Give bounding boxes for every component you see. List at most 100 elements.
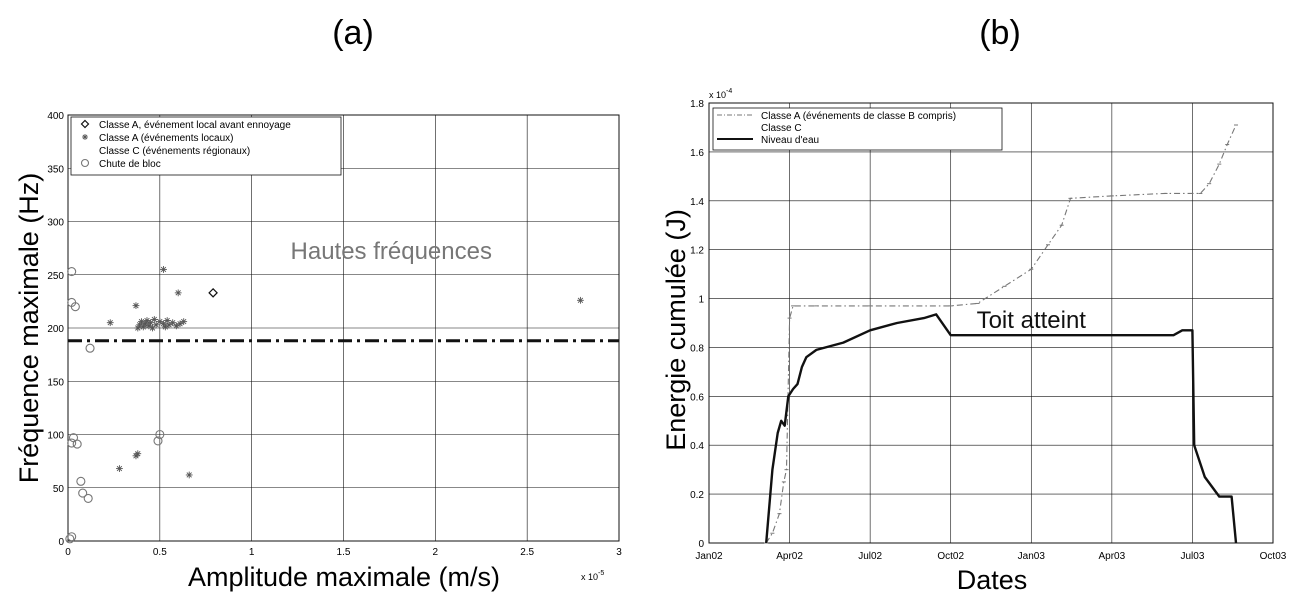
x-tick-label: Jan02 [695, 551, 723, 562]
data-point-star [165, 321, 173, 329]
panel-b-x-axis-label: Dates [957, 565, 1028, 595]
data-point-circle [83, 493, 93, 503]
x-tick-label: Oct03 [1260, 551, 1287, 562]
data-point-star [174, 289, 182, 297]
panel-b-legend: Classe A (événements de classe B compris… [712, 107, 1003, 151]
x-tick-label: Apr02 [776, 551, 803, 562]
data-point-star [160, 266, 167, 273]
legend-marker-star [82, 134, 88, 140]
data-point-star [185, 471, 193, 479]
panel-b-grid [708, 102, 1274, 544]
data-point-circle [65, 534, 75, 544]
y-tick-label: 150 [47, 377, 64, 388]
data-point-star [161, 323, 169, 331]
data-point-star [147, 319, 155, 327]
data-point-circle [153, 436, 163, 446]
legend-entry: Classe A, événement local avant ennoyage [99, 120, 291, 131]
x-tick-label: Jan03 [1018, 551, 1046, 562]
data-point-star [176, 320, 184, 328]
data-point-star [134, 450, 142, 458]
annotation-toit-atteint: Toit atteint [977, 307, 1087, 334]
legend-box [70, 116, 342, 176]
y-tick-label: 1.8 [690, 99, 704, 110]
panel-a-label: (a) [332, 14, 374, 52]
x-tick-label: Jul02 [858, 551, 882, 562]
panel-a-legend: Classe A, événement local avant ennoyage… [70, 116, 342, 176]
panel-a-x-axis-label: Amplitude maximale (m/s) [188, 562, 500, 592]
panel-a-grid [67, 114, 620, 542]
x-tick-label: 2.5 [520, 547, 534, 558]
y-tick-label: 1.6 [690, 148, 704, 159]
panel-a-y-axis-label: Fréquence maximale (Hz) [14, 173, 44, 484]
legend-box [712, 107, 1003, 151]
data-point-circle [78, 488, 88, 498]
x-tick-label: 0.5 [153, 547, 167, 558]
data-point-circle [67, 267, 77, 277]
y-tick-label: 1.4 [690, 197, 704, 208]
panel-a: (a) 0 0.5 1 1.5 2 2.5 3 0 50 100 150 200 250 300 350 40… [14, 14, 622, 592]
x-tick-label: Jul03 [1180, 551, 1204, 562]
x-tick-label: 1.5 [337, 547, 351, 558]
data-point-circle [67, 438, 77, 448]
legend-entry: Classe C [761, 123, 802, 134]
panel-a-points [65, 266, 584, 544]
legend-marker-circle [80, 158, 90, 168]
x-tick-label: 1 [249, 547, 255, 558]
y-tick-label: 0.6 [690, 392, 704, 403]
panel-b-ticks: Jan02 Apr02 Jul02 Oct02 Jan03 Apr03 Jul03 Oct03… [690, 99, 1287, 562]
data-point-star [116, 465, 123, 472]
legend-entry: Classe C (événements régionaux) [99, 146, 250, 157]
x-tick-label: Oct02 [937, 551, 964, 562]
data-point-circle [72, 439, 82, 449]
y-tick-label: 250 [47, 271, 64, 282]
y-tick-label: 50 [53, 484, 65, 495]
y-tick-label: 300 [47, 218, 64, 229]
y-tick-label: 0.2 [690, 490, 704, 501]
legend-entry: Niveau d'eau [761, 135, 819, 146]
panel-b: (b) Jan02 Apr02 Jul02 Oct02 Jan03 Apr03 Jul03 O… [661, 14, 1287, 595]
panel-b-plot-area [708, 102, 1274, 544]
y-tick-label: 0.8 [690, 343, 704, 354]
data-point-circle [67, 532, 77, 542]
legend-entry: Classe A (événements locaux) [99, 133, 234, 144]
data-point-star [156, 318, 164, 326]
data-point-star [180, 318, 188, 326]
data-point-star [577, 296, 584, 304]
data-point-star [172, 322, 180, 330]
y-tick-label: 0 [698, 539, 704, 550]
data-point-star [138, 318, 145, 326]
data-point-circle [70, 302, 80, 312]
x-tick-label: 3 [616, 547, 622, 558]
data-point-star [132, 302, 140, 310]
panel-a-ticks: 0 0.5 1 1.5 2 2.5 3 0 50 100 150 200 250 300 350 400 [47, 111, 622, 558]
panel-b-y-multiplier: x 10-4 [709, 88, 732, 100]
data-point-star [150, 316, 158, 323]
legend-entry: Chute de bloc [99, 159, 161, 170]
panel-a-x-multiplier: x 10-5 [581, 570, 604, 582]
legend-marker-diamond [80, 119, 90, 129]
y-tick-label: 0.4 [690, 441, 704, 452]
series-line-2 [765, 313, 1238, 544]
data-point-star [106, 319, 114, 327]
legend-entry: Classe A (événements de classe B compris… [761, 111, 956, 122]
series-line-0 [765, 124, 1237, 544]
y-tick-label: 1.2 [690, 246, 704, 257]
x-tick-label: Apr03 [1099, 551, 1126, 562]
data-point-circle [155, 429, 165, 440]
y-tick-label: 400 [47, 111, 64, 122]
y-tick-label: 350 [47, 164, 64, 175]
data-point-diamond [208, 288, 218, 298]
panel-b-label: (b) [979, 14, 1021, 52]
y-tick-label: 100 [47, 431, 64, 442]
panel-b-y-axis-label: Energie cumulée (J) [661, 209, 691, 451]
data-point-circle [76, 476, 86, 486]
x-tick-label: 0 [65, 547, 71, 558]
data-point-star [143, 317, 151, 324]
y-tick-label: 200 [47, 324, 64, 335]
panel-b-lines [764, 124, 1239, 544]
x-tick-label: 2 [433, 547, 439, 558]
annotation-hautes-frequences: Hautes fréquences [291, 238, 492, 265]
data-point-circle [85, 343, 95, 353]
y-tick-label: 1 [698, 295, 704, 306]
